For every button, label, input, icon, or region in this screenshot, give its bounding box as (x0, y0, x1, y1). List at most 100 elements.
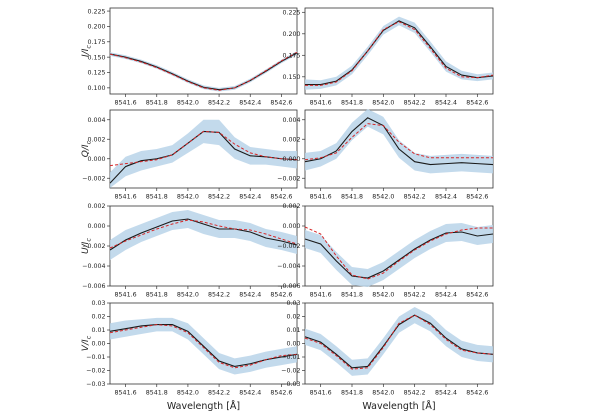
chart-panel-8: 8541.6 8541.8 8542.0 8542.2 8542.4 8542.6 −0.0… (281, 300, 494, 412)
y-tick-label: 0.125 (87, 70, 105, 77)
y-tick-label: −0.01 (281, 354, 300, 361)
fit-profile-line (109, 130, 298, 167)
x-tick-label: 8542.0 (177, 194, 199, 201)
x-tick-label: 8541.8 (341, 100, 363, 107)
uncertainty-band (110, 51, 297, 92)
x-tick-label: 8542.6 (270, 194, 292, 201)
x-tick-label: 8542.2 (404, 390, 426, 397)
x-tick-label: 8542.0 (372, 292, 394, 299)
y-tick-label: 0.03 (286, 300, 300, 307)
chart-panel-4: 8541.6 8541.8 8542.0 8542.2 8542.4 8542.6 −0.0… (277, 109, 494, 201)
y-tick-label: 0.03 (91, 300, 105, 307)
x-tick-label: 8541.8 (146, 194, 168, 201)
y-tick-label: −0.002 (277, 243, 300, 250)
y-axis-label-subscript: c (85, 140, 93, 144)
y-tick-label: −0.006 (277, 283, 300, 290)
y-tick-label: 0.00 (286, 341, 300, 348)
y-tick-label: 0.225 (282, 10, 300, 17)
observed-profile-line (304, 314, 494, 369)
y-axis-label: V/Ic (81, 335, 93, 351)
x-tick-label: 8542.6 (466, 292, 488, 299)
y-axis-label: I/Ic (81, 45, 93, 57)
y-tick-label: 0.000 (282, 156, 300, 163)
chart-panel-7: 8541.6 8541.8 8542.0 8542.2 8542.4 8542.6 −0.0… (81, 300, 298, 412)
fit-profile-line (304, 123, 493, 161)
fit-profile-line (109, 219, 298, 249)
observed-profile-line (305, 20, 494, 86)
x-tick-label: 8542.6 (270, 100, 292, 107)
x-tick-label: 8542.2 (208, 100, 230, 107)
x-tick-label: 8542.2 (404, 100, 426, 107)
x-axis-label: Wavelength [Å] (167, 400, 240, 412)
y-tick-label: 0.002 (87, 136, 105, 143)
x-tick-label: 8542.6 (466, 194, 488, 201)
x-tick-label: 8542.0 (372, 100, 394, 107)
x-tick-label: 8542.2 (208, 390, 230, 397)
x-tick-label: 8542.4 (239, 292, 261, 299)
x-tick-label: 8542.0 (177, 292, 199, 299)
x-tick-label: 8542.4 (435, 292, 457, 299)
x-tick-label: 8542.4 (435, 194, 457, 201)
x-tick-label: 8541.8 (146, 390, 168, 397)
x-tick-label: 8541.8 (341, 194, 363, 201)
y-tick-label: −0.006 (82, 283, 105, 290)
y-tick-label: 0.000 (282, 223, 300, 230)
x-tick-label: 8541.6 (310, 100, 332, 107)
observed-profile-line (304, 117, 494, 166)
y-tick-label: −0.02 (281, 368, 300, 375)
y-tick-label: 0.02 (286, 314, 300, 321)
x-tick-label: 8542.6 (270, 292, 292, 299)
x-tick-label: 8542.0 (177, 390, 199, 397)
chart-panel-5: 8541.6 8541.8 8542.0 8542.2 8542.4 8542.6 −0.0… (81, 203, 298, 299)
chart-panel-1: 8541.6 8541.8 8542.0 8542.2 8542.4 8542.6 0.10… (81, 7, 298, 107)
x-tick-label: 8542.0 (372, 194, 394, 201)
y-tick-label: 0.00 (91, 341, 105, 348)
x-tick-label: 8542.2 (208, 292, 230, 299)
y-tick-label: −0.004 (277, 263, 300, 270)
y-tick-label: −0.004 (82, 263, 105, 270)
x-tick-label: 8541.6 (310, 390, 332, 397)
observed-profile-line (109, 218, 298, 251)
y-axis-label: U/Ic (81, 238, 93, 254)
y-tick-label: 0.002 (282, 203, 300, 210)
x-tick-label: 8542.6 (466, 100, 488, 107)
y-tick-label: −0.02 (86, 368, 105, 375)
y-axis-label-subscript: c (85, 335, 93, 339)
y-tick-label: 0.02 (91, 314, 105, 321)
x-tick-label: 8542.6 (466, 390, 488, 397)
y-tick-label: 0.01 (91, 327, 105, 334)
y-tick-label: −0.002 (82, 243, 105, 250)
x-tick-label: 8541.8 (341, 390, 363, 397)
x-tick-label: 8542.4 (435, 390, 457, 397)
fit-profile-line (304, 226, 493, 280)
x-tick-label: 8541.6 (115, 390, 137, 397)
x-tick-label: 8542.4 (435, 100, 457, 107)
y-tick-label: 0.175 (282, 53, 300, 60)
y-tick-label: 0.002 (282, 136, 300, 143)
observed-profile-line (304, 231, 494, 279)
plot-frame (304, 205, 494, 287)
observed-profile-line (109, 52, 298, 91)
fit-profile-line (304, 314, 494, 370)
x-tick-label: 8542.4 (239, 390, 261, 397)
y-tick-label: 0.000 (87, 223, 105, 230)
y-tick-label: 0.150 (87, 54, 105, 61)
x-tick-label: 8542.2 (208, 194, 230, 201)
y-tick-label: 0.01 (286, 327, 300, 334)
y-tick-label: 0.200 (87, 24, 105, 31)
x-tick-label: 8541.8 (146, 100, 168, 107)
y-tick-label: −0.01 (86, 354, 105, 361)
y-tick-label: 0.004 (282, 117, 300, 124)
x-tick-label: 8542.0 (372, 390, 394, 397)
x-tick-label: 8542.2 (404, 194, 426, 201)
uncertainty-band (305, 223, 493, 287)
x-tick-label: 8541.6 (115, 100, 137, 107)
x-tick-label: 8542.4 (239, 100, 261, 107)
y-axis-label-subscript: c (85, 45, 93, 49)
uncertainty-band (305, 307, 493, 376)
x-tick-label: 8541.6 (115, 194, 137, 201)
y-tick-label: −0.03 (86, 381, 105, 388)
uncertainty-band (305, 16, 493, 90)
x-tick-label: 8541.8 (341, 292, 363, 299)
